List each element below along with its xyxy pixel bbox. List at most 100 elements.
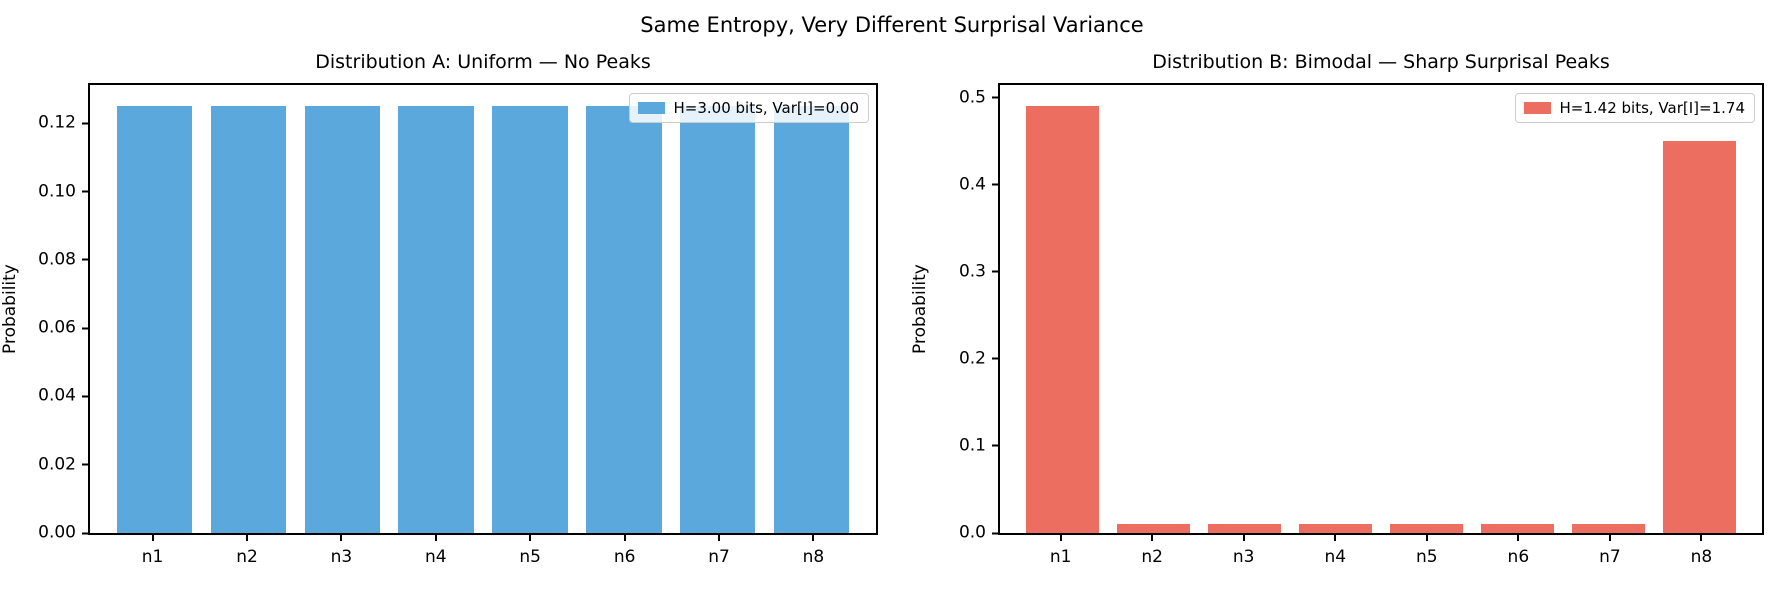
x-slot-n5: n5 xyxy=(483,535,577,585)
bar-n3 xyxy=(1207,524,1281,533)
y-tick-0.00: 0.00 xyxy=(38,522,88,543)
y-tick-label: 0.1 xyxy=(958,435,986,456)
x-tick-mark xyxy=(1242,535,1245,541)
x-tick-label: n8 xyxy=(802,547,825,567)
bar-slot-n7 xyxy=(1563,85,1654,533)
subplot-b-title: Distribution B: Bimodal — Sharp Surprisa… xyxy=(1152,51,1610,73)
bar-slot-n3 xyxy=(1199,85,1290,533)
y-tick-label: 0.2 xyxy=(958,348,986,369)
x-tick-label: n4 xyxy=(1324,547,1347,567)
bar-n5 xyxy=(492,106,568,533)
x-tick-label: n1 xyxy=(1049,547,1072,567)
x-tick-label: n6 xyxy=(613,547,636,567)
y-tick-0.4: 0.4 xyxy=(959,176,998,193)
x-tick-label: n6 xyxy=(1507,547,1530,567)
bar-slot-n4 xyxy=(389,85,483,533)
x-tick-label: n4 xyxy=(425,547,447,567)
x-tick-mark xyxy=(1151,535,1154,541)
x-tick-mark xyxy=(1334,535,1337,541)
legend-swatch xyxy=(637,102,665,114)
subplot-b: Distribution B: Bimodal — Sharp Surprisa… xyxy=(892,47,1784,585)
y-tick-mark xyxy=(992,444,998,447)
bar-slot-n5 xyxy=(1381,85,1472,533)
y-tick-0.08: 0.08 xyxy=(38,251,88,268)
legend: H=3.00 bits, Var[I]=0.00 xyxy=(628,93,869,123)
y-tick-0.0: 0.0 xyxy=(958,522,998,543)
x-slot-n3: n3 xyxy=(1198,535,1290,585)
bar-slot-n3 xyxy=(295,85,389,533)
bar-n2 xyxy=(1116,524,1190,533)
x-tick-label: n3 xyxy=(1232,547,1255,567)
bar-n4 xyxy=(1299,524,1372,533)
x-tick-mark xyxy=(1059,535,1062,541)
bar-slot-n6 xyxy=(1472,85,1563,533)
bar-slot-n7 xyxy=(671,85,765,533)
y-axis-ticks: 0.0 0.1 0.2 0.3 0.4 0.5 xyxy=(938,85,998,541)
x-tick-mark xyxy=(1425,535,1428,541)
subplot-a: Distribution A: Uniform — No Peaks Proba… xyxy=(0,47,892,585)
x-slot-n1: n1 xyxy=(105,535,199,585)
bar-n1 xyxy=(1025,106,1099,533)
x-tick-label: n2 xyxy=(236,547,258,567)
bar-n7 xyxy=(680,106,756,533)
bar-slot-n2 xyxy=(201,85,295,533)
y-tick-0.04: 0.04 xyxy=(38,387,88,405)
x-slot-n8: n8 xyxy=(1656,535,1748,585)
y-tick-0.1: 0.1 xyxy=(959,437,998,454)
y-tick-label: 0.02 xyxy=(38,454,76,475)
y-axis: 0.0 0.1 0.2 0.3 0.4 0.5 xyxy=(938,83,998,541)
x-tick-mark xyxy=(812,535,815,541)
legend-swatch xyxy=(1523,102,1551,114)
x-tick-label: n7 xyxy=(708,547,730,567)
bar-n2 xyxy=(210,106,286,533)
y-tick-mark xyxy=(82,395,88,398)
y-tick-mark xyxy=(82,327,88,330)
y-tick-0.10: 0.10 xyxy=(38,183,88,200)
x-slot-n7: n7 xyxy=(672,535,766,585)
bar-slot-n1 xyxy=(107,85,201,533)
y-tick-mark xyxy=(82,122,88,125)
x-tick-label: n5 xyxy=(519,547,541,567)
subplots-row: Distribution A: Uniform — No Peaks Proba… xyxy=(0,47,1784,585)
y-tick-mark xyxy=(82,190,88,193)
x-tick-label: n1 xyxy=(141,547,164,567)
y-tick-mark xyxy=(82,463,88,466)
bar-slot-n8 xyxy=(1654,85,1745,533)
subplot-b-ylabel: Probability xyxy=(910,264,930,354)
y-axis: 0.00 0.02 0.04 0.06 0.08 0.10 0.12 xyxy=(28,83,88,541)
legend-label: H=1.42 bits, Var[I]=1.74 xyxy=(1559,99,1746,117)
bar-slot-n5 xyxy=(483,85,577,533)
bar-n6 xyxy=(1481,524,1555,533)
x-tick-mark xyxy=(1700,535,1703,541)
y-tick-0.06: 0.06 xyxy=(38,319,88,337)
y-tick-mark xyxy=(992,532,998,534)
bar-n3 xyxy=(304,106,380,533)
plot-area: H=3.00 bits, Var[I]=0.00 xyxy=(88,83,878,535)
y-tick-label: 0.0 xyxy=(958,522,986,543)
x-slot-n2: n2 xyxy=(200,535,294,585)
bar-slot-n4 xyxy=(1290,85,1381,533)
x-slot-n5: n5 xyxy=(1381,535,1473,585)
x-slot-n8: n8 xyxy=(766,535,860,585)
x-tick-label: n5 xyxy=(1416,547,1438,567)
x-slot-n4: n4 xyxy=(389,535,483,585)
x-slot-n3: n3 xyxy=(294,535,388,585)
y-tick-0.02: 0.02 xyxy=(38,456,88,473)
y-tick-label: 0.12 xyxy=(38,112,76,133)
bar-n4 xyxy=(398,106,474,533)
y-tick-label: 0.00 xyxy=(38,522,76,543)
y-tick-label: 0.08 xyxy=(38,249,76,270)
y-tick-label: 0.4 xyxy=(958,174,986,195)
bar-slot-n2 xyxy=(1108,85,1199,533)
bar-n7 xyxy=(1572,524,1646,533)
y-tick-mark xyxy=(992,96,998,99)
bar-n8 xyxy=(774,106,850,533)
y-axis-ticks: 0.00 0.02 0.04 0.06 0.08 0.10 0.12 xyxy=(28,85,88,541)
x-tick-mark xyxy=(151,535,154,541)
bars xyxy=(1000,85,1762,533)
y-tick-mark xyxy=(82,532,88,534)
x-tick-mark xyxy=(718,535,721,541)
subplot-a-title: Distribution A: Uniform — No Peaks xyxy=(315,51,651,73)
y-tick-label: 0.10 xyxy=(38,181,76,202)
y-tick-mark xyxy=(82,258,88,261)
